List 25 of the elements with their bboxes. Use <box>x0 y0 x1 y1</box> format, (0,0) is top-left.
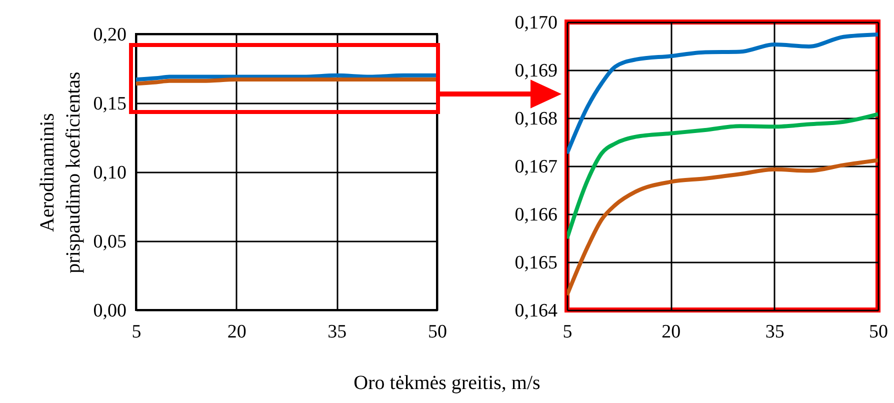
y-tick-label: 0,168 <box>514 108 558 130</box>
y-tick-label: 0,165 <box>514 252 558 274</box>
x-tick-label: 50 <box>869 322 888 342</box>
x-tick-label: 5 <box>132 322 142 342</box>
y-tick-label: 0,10 <box>93 162 126 184</box>
line-series <box>567 32 878 156</box>
y-tick-label: 0,00 <box>93 300 126 322</box>
x-tick-label: 5 <box>562 322 572 342</box>
y-tick-label: 0,167 <box>514 156 558 178</box>
y-tick-label: 0,15 <box>93 94 126 114</box>
line-series <box>567 112 878 240</box>
y-tick-label: 0,170 <box>514 12 558 34</box>
y-tick-label: 0,05 <box>93 232 126 252</box>
x-tick-label: 20 <box>227 322 246 342</box>
x-tick-label: 20 <box>662 322 681 342</box>
y-tick-label: 0,164 <box>514 300 558 322</box>
x-tick-label: 35 <box>765 322 784 342</box>
x-tick-label: 35 <box>328 322 347 342</box>
y-tick-label: 0,20 <box>93 24 126 46</box>
y-axis-title: Aerodinaminis prispaudimo koeficientas <box>36 71 84 274</box>
line-series <box>567 158 878 298</box>
y-tick-label: 0,166 <box>514 204 558 226</box>
x-axis-title: Oro tėkmės greitis, m/s <box>352 372 542 395</box>
y-tick-label: 0,169 <box>514 60 558 82</box>
x-tick-label: 50 <box>428 322 447 342</box>
